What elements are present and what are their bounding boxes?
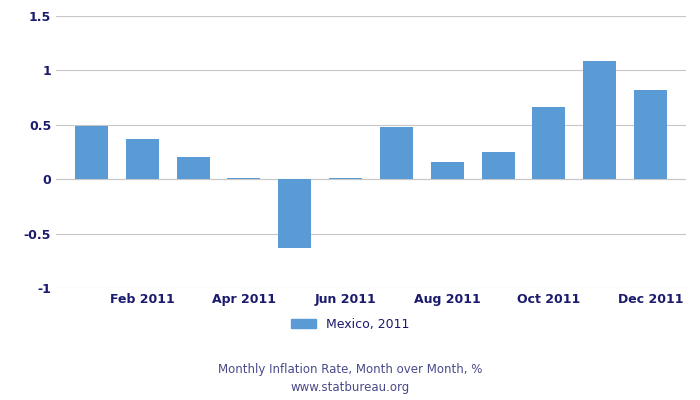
Bar [75, 126, 108, 179]
Bar [430, 162, 463, 179]
Text: www.statbureau.org: www.statbureau.org [290, 382, 410, 394]
Bar [380, 127, 413, 179]
Bar [482, 152, 514, 179]
Bar [532, 107, 566, 179]
Bar [634, 90, 667, 179]
Text: Monthly Inflation Rate, Month over Month, %: Monthly Inflation Rate, Month over Month… [218, 364, 482, 376]
Legend: Mexico, 2011: Mexico, 2011 [286, 313, 414, 336]
Bar [329, 178, 362, 179]
Bar [228, 178, 260, 179]
Bar [126, 139, 159, 179]
Bar [279, 179, 312, 248]
Bar [176, 158, 210, 179]
Bar [583, 61, 616, 179]
